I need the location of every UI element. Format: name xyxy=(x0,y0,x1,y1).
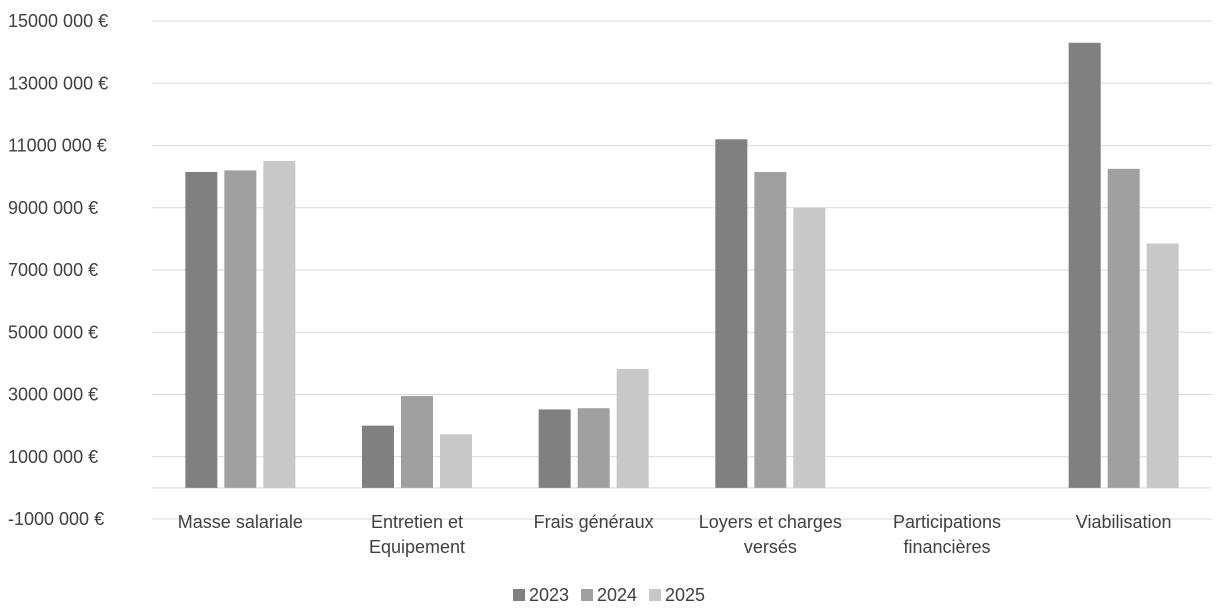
bar xyxy=(440,434,472,488)
bar xyxy=(715,139,748,488)
legend-label: 2024 xyxy=(597,585,637,605)
bar xyxy=(616,368,649,488)
y-tick-label: 15000 000 € xyxy=(8,11,108,31)
y-tick-label: 7000 000 € xyxy=(8,260,98,280)
bars xyxy=(185,42,1179,488)
bar xyxy=(754,171,787,488)
bar xyxy=(362,425,394,488)
legend: 2023 2024 2025 xyxy=(513,585,705,605)
x-axis-category-labels: Masse salariale Entretien et Equipement Fra… xyxy=(178,512,1172,557)
bar xyxy=(224,170,257,488)
x-category-label: Masse salariale xyxy=(178,512,303,532)
legend-swatch xyxy=(649,589,661,601)
y-tick-label: 9000 000 € xyxy=(8,198,98,218)
legend-swatch xyxy=(581,589,593,601)
y-tick-label: 1000 000 € xyxy=(8,447,98,467)
x-category-label: versés xyxy=(744,537,797,557)
legend-label: 2023 xyxy=(529,585,569,605)
x-category-label: Entretien et xyxy=(371,512,463,532)
bar xyxy=(1107,168,1140,488)
legend-label: 2025 xyxy=(665,585,705,605)
bar xyxy=(401,396,433,488)
bar xyxy=(1068,42,1101,488)
bar xyxy=(185,171,218,488)
x-category-label: Participations xyxy=(893,512,1001,532)
bar xyxy=(793,207,826,488)
y-tick-label: 5000 000 € xyxy=(8,322,98,342)
bar xyxy=(538,409,571,488)
x-category-label: Frais généraux xyxy=(534,512,654,532)
gridlines xyxy=(152,20,1212,520)
x-category-label: Viabilisation xyxy=(1076,512,1172,532)
y-tick-label: 3000 000 € xyxy=(8,385,98,405)
x-category-label: financières xyxy=(903,537,990,557)
y-tick-label: -1000 000 € xyxy=(8,509,104,529)
bar xyxy=(577,408,610,488)
x-category-label: Equipement xyxy=(369,537,465,557)
y-tick-label: 11000 000 € xyxy=(8,136,107,156)
y-tick-label: 13000 000 € xyxy=(8,73,108,93)
legend-swatch xyxy=(513,589,525,601)
y-axis-tick-labels: 15000 000 € 13000 000 € 11000 000 € 9000 00… xyxy=(8,11,108,529)
bar xyxy=(1146,243,1179,488)
bar xyxy=(263,161,296,488)
x-category-label: Loyers et charges xyxy=(699,512,842,532)
